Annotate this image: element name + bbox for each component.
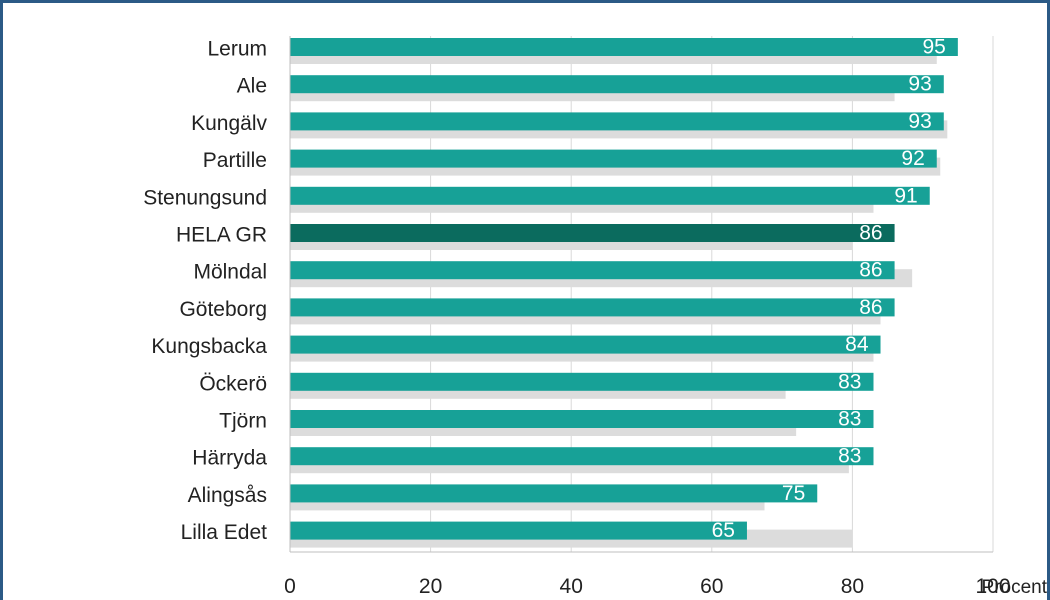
bar-value-label: 75	[782, 482, 805, 505]
category-label: Göteborg	[179, 298, 267, 321]
bar-value-label: 91	[894, 184, 917, 207]
x-tick-label: 40	[560, 575, 583, 598]
category-label: Kungsbacka	[151, 335, 267, 358]
bar-primary	[290, 410, 874, 428]
category-label: Öckerö	[199, 372, 267, 395]
category-label: Kungälv	[191, 112, 267, 135]
bar-primary	[290, 447, 874, 466]
x-tick-label: 80	[841, 575, 864, 598]
bar-primary	[290, 75, 944, 94]
category-label: Ale	[237, 75, 267, 98]
bar-primary	[290, 372, 874, 391]
bar-value-label: 93	[908, 73, 931, 96]
bar-value-label: 86	[859, 259, 882, 282]
category-label: Härryda	[192, 447, 267, 470]
x-axis-label: Procent	[982, 577, 1048, 598]
bar-primary	[290, 38, 958, 56]
category-label: Partille	[203, 149, 267, 172]
bar-value-label: 83	[838, 370, 861, 393]
bar-primary	[290, 298, 895, 317]
x-tick-label: 20	[419, 575, 442, 598]
category-label: HELA GR	[176, 224, 267, 247]
x-tick-label: 0	[284, 575, 296, 598]
bar-primary	[290, 261, 895, 280]
bar-value-label: 93	[908, 110, 931, 133]
bar-value-label: 92	[901, 147, 924, 170]
x-tick-label: 60	[700, 575, 723, 598]
bar-primary	[290, 335, 881, 354]
bar-primary	[290, 149, 937, 168]
bar-primary	[290, 521, 747, 540]
bar-value-label: 95	[922, 36, 945, 59]
category-label: Alingsås	[188, 484, 267, 507]
category-label: Stenungsund	[143, 186, 267, 209]
category-label: Lerum	[207, 38, 267, 61]
bar-value-label: 65	[712, 519, 735, 542]
bar-value-label: 84	[845, 333, 869, 356]
category-label: Mölndal	[193, 261, 267, 284]
bar-primary	[290, 186, 930, 205]
category-label: Tjörn	[219, 410, 267, 433]
bar-primary	[290, 484, 818, 503]
bar-value-label: 83	[838, 408, 861, 431]
category-label: Lilla Edet	[181, 521, 268, 544]
bar-value-label: 86	[859, 296, 882, 319]
bar-primary	[290, 112, 944, 131]
bar-value-label: 86	[859, 222, 882, 245]
bar-primary	[290, 224, 895, 242]
x-tick-label: 100	[975, 575, 1010, 598]
bar-value-label: 83	[838, 445, 861, 468]
